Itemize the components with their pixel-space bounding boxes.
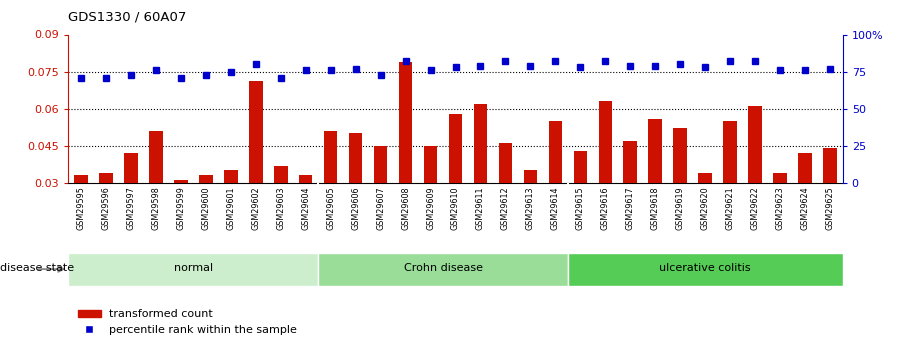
FancyBboxPatch shape (568, 253, 843, 286)
Text: GSM29620: GSM29620 (701, 186, 710, 230)
Text: GSM29617: GSM29617 (626, 186, 635, 230)
Bar (274, 166, 288, 183)
Bar (773, 173, 787, 183)
Text: GSM29603: GSM29603 (276, 186, 285, 230)
Text: GSM29610: GSM29610 (451, 186, 460, 230)
Text: GSM29612: GSM29612 (501, 186, 510, 230)
Text: GSM29595: GSM29595 (77, 186, 86, 230)
Bar (798, 153, 812, 183)
Bar (599, 101, 612, 183)
Text: Crohn disease: Crohn disease (404, 264, 483, 273)
Bar (148, 131, 163, 183)
Bar (723, 121, 737, 183)
Text: GSM29616: GSM29616 (601, 186, 609, 230)
Bar (474, 104, 487, 183)
Bar (199, 175, 212, 183)
Text: GSM29608: GSM29608 (401, 186, 410, 230)
FancyBboxPatch shape (318, 253, 568, 286)
Text: GSM29623: GSM29623 (776, 186, 784, 230)
Bar (174, 180, 188, 183)
Text: GSM29607: GSM29607 (376, 186, 385, 230)
Bar (524, 170, 537, 183)
Bar (548, 121, 562, 183)
Text: ulcerative colitis: ulcerative colitis (660, 264, 751, 273)
Text: GSM29601: GSM29601 (226, 186, 235, 230)
Bar (498, 143, 512, 183)
Text: GSM29619: GSM29619 (676, 186, 685, 230)
Bar (124, 153, 138, 183)
Text: GSM29621: GSM29621 (726, 186, 735, 230)
Bar (673, 128, 687, 183)
Text: disease state: disease state (0, 264, 74, 273)
Bar (99, 173, 113, 183)
Text: normal: normal (174, 264, 213, 273)
Legend: transformed count, percentile rank within the sample: transformed count, percentile rank withi… (74, 305, 302, 339)
Bar (224, 170, 238, 183)
Text: GSM29597: GSM29597 (127, 186, 135, 230)
Bar (623, 141, 637, 183)
Bar (374, 146, 387, 183)
Text: GSM29599: GSM29599 (176, 186, 185, 230)
Text: GSM29625: GSM29625 (825, 186, 834, 230)
Text: GSM29606: GSM29606 (351, 186, 360, 230)
Text: GSM29611: GSM29611 (476, 186, 485, 230)
Text: GSM29618: GSM29618 (650, 186, 660, 230)
Text: GSM29605: GSM29605 (326, 186, 335, 230)
Bar (574, 151, 588, 183)
Text: GSM29602: GSM29602 (251, 186, 261, 230)
Bar (424, 146, 437, 183)
Bar (323, 131, 337, 183)
Bar (824, 148, 837, 183)
FancyBboxPatch shape (68, 253, 318, 286)
Bar (448, 114, 463, 183)
Bar (299, 175, 312, 183)
Text: GSM29609: GSM29609 (426, 186, 435, 230)
Bar (649, 119, 662, 183)
Text: GDS1330 / 60A07: GDS1330 / 60A07 (68, 10, 187, 23)
Text: GSM29600: GSM29600 (201, 186, 210, 230)
Text: GSM29624: GSM29624 (801, 186, 810, 230)
Text: GSM29613: GSM29613 (526, 186, 535, 230)
Text: GSM29604: GSM29604 (302, 186, 310, 230)
Bar (249, 81, 262, 183)
Text: GSM29614: GSM29614 (551, 186, 560, 230)
Bar (748, 106, 763, 183)
Text: GSM29596: GSM29596 (101, 186, 110, 230)
Text: GSM29622: GSM29622 (751, 186, 760, 230)
Bar (74, 175, 87, 183)
Bar (699, 173, 712, 183)
Text: GSM29615: GSM29615 (576, 186, 585, 230)
Bar (399, 62, 413, 183)
Bar (349, 134, 363, 183)
Text: GSM29598: GSM29598 (151, 186, 160, 230)
